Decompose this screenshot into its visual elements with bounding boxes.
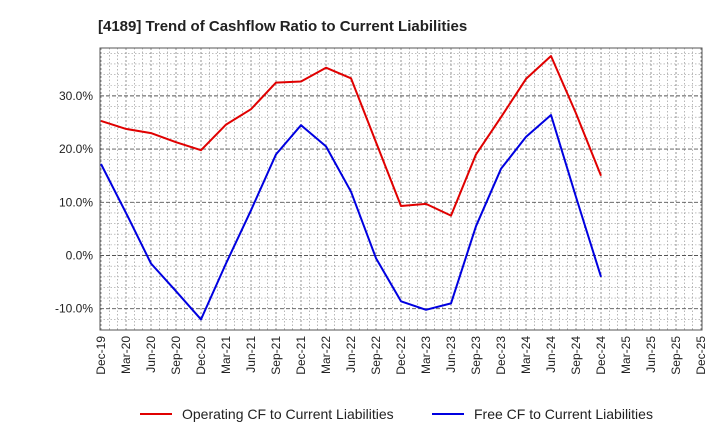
chart-title: [4189] Trend of Cashflow Ratio to Curren… [98, 18, 467, 35]
y-tick-label: 30.0% [59, 89, 93, 103]
x-tick-label: Dec-24 [594, 336, 608, 375]
grid [100, 48, 702, 331]
x-tick-label: Mar-25 [619, 336, 633, 374]
legend-label: Free CF to Current Liabilities [474, 406, 653, 422]
y-axis: -10.0% 0.0% 10.0% 20.0% 30.0% [55, 89, 93, 316]
x-tick-label: Jun-21 [244, 336, 258, 373]
legend: Operating CF to Current Liabilities Free … [140, 406, 653, 422]
x-tick-label: Dec-21 [294, 336, 308, 375]
x-tick-label: Dec-25 [694, 336, 708, 375]
x-axis: Dec-19 Mar-20 Jun-20 Sep-20 Dec-20 Mar-21 Jun-… [94, 336, 708, 375]
x-tick-label: Mar-21 [219, 336, 233, 374]
x-tick-label: Dec-22 [394, 336, 408, 375]
y-tick-label: -10.0% [55, 302, 93, 316]
x-tick-label: Mar-20 [119, 336, 133, 374]
y-tick-label: 20.0% [59, 142, 93, 156]
y-tick-label: 0.0% [66, 249, 94, 263]
x-tick-label: Dec-20 [194, 336, 208, 375]
series-line-free-cf [100, 114, 602, 321]
x-tick-label: Sep-25 [669, 336, 683, 375]
x-tick-label: Mar-22 [319, 336, 333, 374]
x-tick-label: Jun-25 [644, 336, 658, 373]
x-tick-label: Dec-19 [94, 336, 108, 375]
x-tick-label: Jun-23 [444, 336, 458, 373]
series-line-operating-cf [100, 55, 602, 217]
y-tick-label: 10.0% [59, 195, 93, 209]
x-tick-label: Jun-22 [344, 336, 358, 373]
plot-area [99, 47, 703, 331]
x-tick-label: Sep-20 [169, 336, 183, 375]
x-tick-label: Sep-22 [369, 336, 383, 375]
x-tick-label: Mar-24 [519, 336, 533, 374]
x-tick-label: Sep-21 [269, 336, 283, 375]
x-tick-label: Sep-24 [569, 336, 583, 375]
series-lines [100, 55, 602, 321]
legend-label: Operating CF to Current Liabilities [182, 406, 394, 422]
x-tick-label: Jun-24 [544, 336, 558, 373]
x-tick-label: Sep-23 [469, 336, 483, 375]
x-tick-label: Jun-20 [144, 336, 158, 373]
x-tick-label: Mar-23 [419, 336, 433, 374]
x-tick-label: Dec-23 [494, 336, 508, 375]
